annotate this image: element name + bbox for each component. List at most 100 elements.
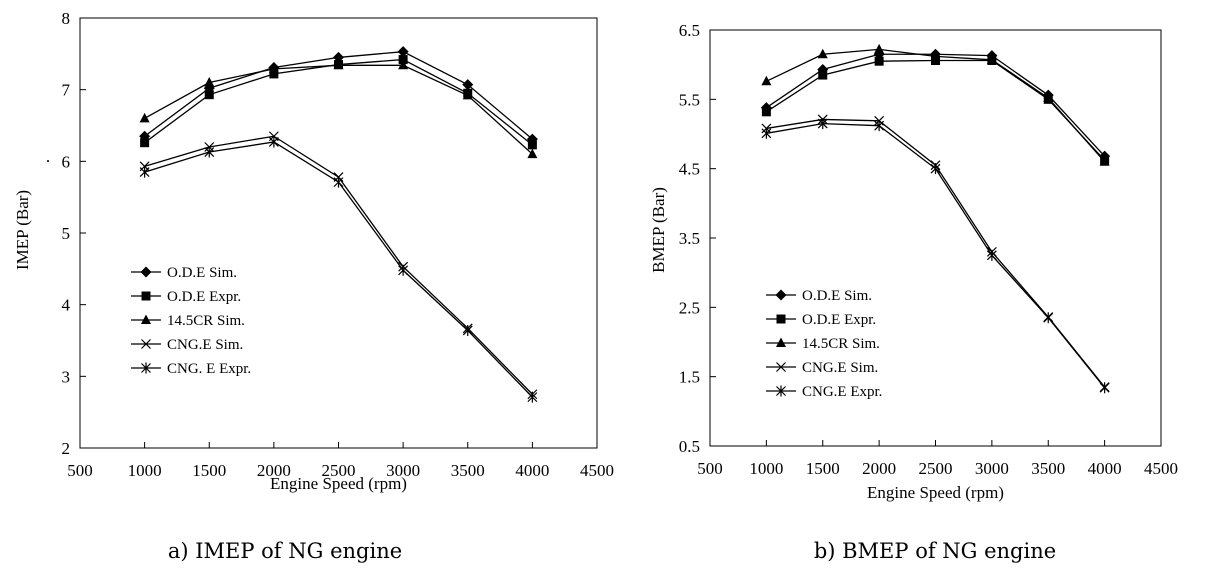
x-tick-label: 3500 [451, 461, 485, 480]
x-tick-label: 4000 [1088, 459, 1122, 478]
series-line [766, 59, 1106, 161]
x-tick-label: 1500 [806, 459, 840, 478]
y-tick-label: 4.5 [679, 160, 700, 179]
data-point [462, 89, 473, 100]
y-axis-label-suffix: . [46, 147, 50, 166]
data-point [1099, 156, 1110, 166]
data-point [398, 59, 409, 70]
data-point [1043, 312, 1054, 324]
data-point [817, 118, 828, 130]
data-point [986, 54, 997, 64]
legend-marker [141, 291, 151, 301]
legend-marker [141, 314, 151, 324]
y-tick-label: 8 [62, 9, 71, 28]
x-tick-label: 3000 [975, 459, 1009, 478]
series-markers [760, 43, 1111, 394]
data-point [268, 63, 279, 73]
x-tick-label: 2500 [322, 461, 356, 480]
y-axis-label: BMEP (Bar) [649, 187, 668, 273]
x-axis-ticks: 500 1000 1500 2000 2500 3000 3500 4000 4500 [697, 440, 1178, 478]
chart-imep: 2 3 4 5 6 7 8 500 1000 1500 2000 2500 3000 3500 4000 4… [13, 9, 614, 563]
y-tick-label: 6 [62, 152, 71, 171]
data-point [140, 138, 150, 148]
data-point [204, 90, 214, 100]
x-tick-label: 1500 [192, 461, 226, 480]
data-point [204, 77, 215, 87]
data-point [462, 324, 473, 336]
legend-marker [776, 337, 786, 347]
legend: O.D.E Sim. O.D.E Expr. 14.5CR Sim. CNG.E Si… [131, 265, 251, 377]
x-axis-ticks: 500 1000 1500 2000 2500 3000 3500 4000 4500 [67, 442, 614, 480]
legend-label: CNG. E Expr. [167, 361, 251, 377]
y-tick-label: 4 [62, 296, 71, 315]
chart-bmep: 0.5 1.5 2.5 3.5 4.5 5.5 6.5 500 1000 1500 2000 250… [649, 21, 1178, 563]
y-axis-label: IMEP (Bar) [13, 190, 32, 270]
data-point [462, 79, 474, 91]
data-point [818, 70, 828, 80]
y-axis-ticks: 0.5 1.5 2.5 3.5 4.5 5.5 6.5 [679, 21, 716, 456]
data-point [874, 120, 885, 132]
y-tick-label: 3.5 [679, 229, 700, 248]
legend-label: O.D.E Sim. [167, 265, 237, 281]
data-point [874, 56, 884, 66]
data-point [268, 136, 279, 148]
series-markers [139, 46, 538, 403]
data-point [761, 75, 772, 86]
x-tick-label: 2000 [862, 459, 896, 478]
data-point [761, 107, 771, 117]
x-tick-label: 2000 [257, 461, 291, 480]
data-point [930, 50, 941, 61]
x-axis-label: Engine Speed (rpm) [867, 483, 1004, 502]
y-tick-label: 6.5 [679, 21, 700, 40]
y-tick-label: 1.5 [679, 368, 700, 387]
data-point [986, 249, 997, 261]
x-tick-label: 1000 [749, 459, 783, 478]
legend-marker [141, 339, 151, 349]
x-tick-label: 1000 [128, 461, 162, 480]
legend-marker [140, 266, 152, 278]
legend-marker [776, 314, 786, 324]
plot-frame [709, 29, 1162, 447]
x-tick-label: 4500 [580, 461, 614, 480]
data-point [204, 146, 215, 158]
data-point [1043, 92, 1054, 102]
x-tick-label: 2500 [919, 459, 953, 478]
legend: O.D.E Sim. O.D.E Expr. 14.5CR Sim. CNG.E Si… [766, 288, 882, 400]
legend-label: CNG.E Sim. [802, 360, 878, 376]
data-point [761, 127, 772, 139]
data-point [269, 69, 279, 79]
data-point [817, 48, 828, 59]
y-tick-label: 3 [62, 367, 71, 386]
x-tick-label: 3500 [1031, 459, 1065, 478]
y-tick-label: 2 [62, 439, 71, 458]
legend-label: O.D.E Expr. [167, 289, 241, 305]
panel-caption: b) BMEP of NG engine [814, 539, 1056, 563]
legend-label: CNG.E Sim. [167, 337, 243, 353]
legend-label: CNG.E Expr. [802, 384, 882, 400]
y-tick-label: 0.5 [679, 437, 700, 456]
legend-marker [775, 289, 787, 301]
x-tick-label: 4000 [515, 461, 549, 480]
series-line [144, 64, 533, 155]
data-point [333, 59, 344, 70]
y-tick-label: 5 [62, 224, 71, 243]
data-point [333, 176, 344, 188]
data-point [397, 46, 409, 58]
y-tick-label: 5.5 [679, 90, 700, 109]
series-line [144, 58, 533, 146]
legend-label: O.D.E Expr. [802, 312, 876, 328]
y-axis-ticks: 2 3 4 5 6 7 8 [62, 9, 86, 458]
data-point [139, 112, 150, 123]
legend-label: O.D.E Sim. [802, 288, 872, 304]
legend-marker [776, 385, 786, 397]
data-point [398, 264, 409, 276]
data-point [874, 43, 885, 54]
data-point [527, 140, 537, 150]
x-tick-label: 500 [67, 461, 93, 480]
x-axis-label: Engine Speed (rpm) [270, 474, 407, 493]
x-tick-label: 4500 [1144, 459, 1178, 478]
data-point [527, 148, 538, 159]
legend-marker [141, 362, 151, 374]
